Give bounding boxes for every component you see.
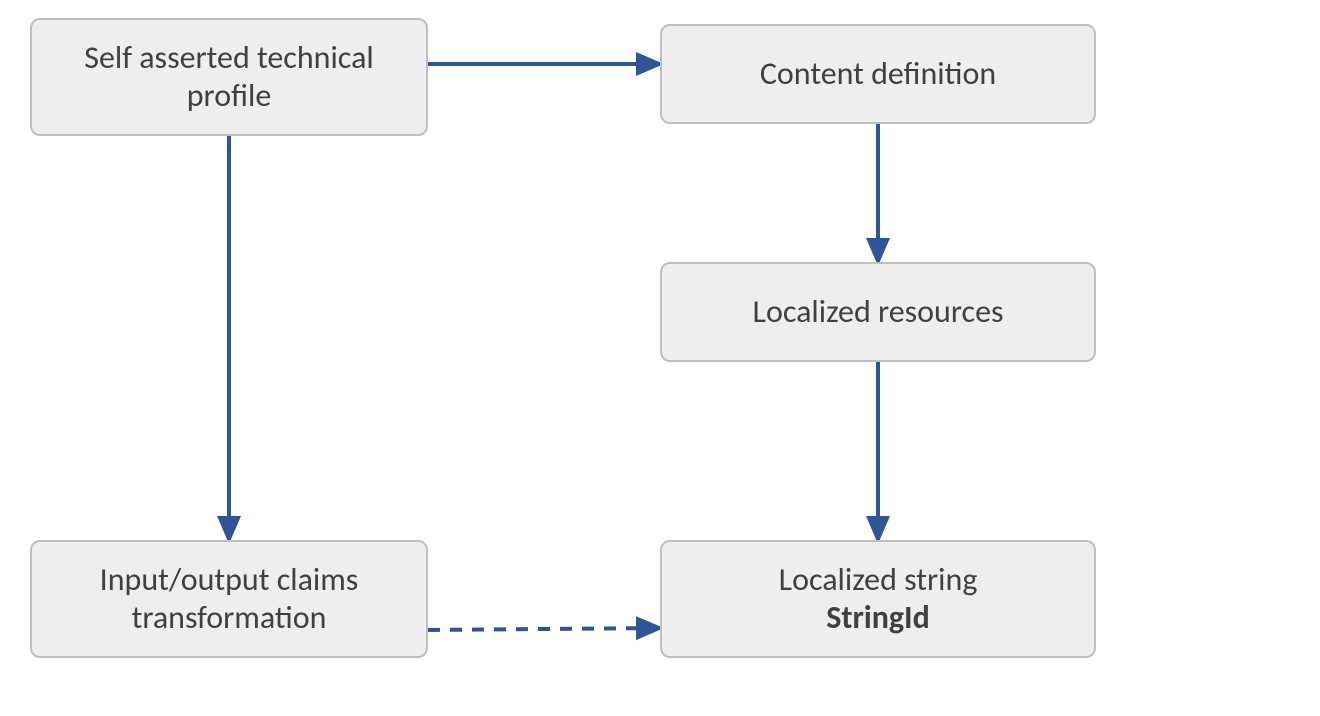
node-label: Localized string — [779, 561, 978, 599]
node-label: Localized resources — [752, 293, 1003, 331]
node-label: Self asserted technical — [84, 39, 373, 77]
node-label: Content definition — [760, 55, 996, 93]
node-self-asserted-technical-profile: Self asserted technical profile — [30, 18, 428, 136]
node-label: profile — [187, 77, 272, 115]
node-label: transformation — [132, 599, 327, 637]
node-label: Input/output claims — [100, 561, 359, 599]
node-localized-string: Localized string StringId — [660, 540, 1096, 658]
node-label-bold: StringId — [826, 599, 930, 637]
edge-io_claims-to-localized_string — [428, 628, 660, 630]
node-input-output-claims-transformation: Input/output claims transformation — [30, 540, 428, 658]
node-content-definition: Content definition — [660, 24, 1096, 124]
flowchart-canvas: Self asserted technical profile Content … — [0, 0, 1320, 716]
node-localized-resources: Localized resources — [660, 262, 1096, 362]
